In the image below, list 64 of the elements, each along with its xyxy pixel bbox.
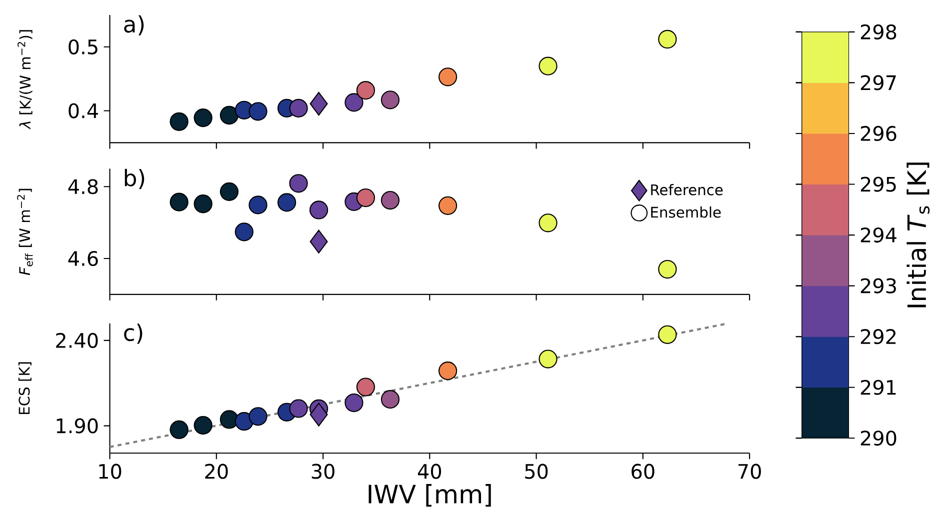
point [380, 390, 400, 409]
point [170, 192, 188, 212]
y-tick-label: 2.40 [56, 332, 98, 348]
x-tick-label: 10 [99, 464, 122, 479]
point [356, 81, 376, 100]
point [220, 182, 239, 201]
point [234, 222, 254, 242]
legend-label: Ensemble [651, 206, 721, 218]
point [658, 325, 677, 344]
point [170, 420, 188, 440]
x-tick-label: 70 [738, 464, 761, 479]
x-tick-label: 30 [312, 464, 334, 479]
point [310, 92, 328, 116]
legend-label: Reference [651, 184, 723, 196]
annotation: b) [124, 168, 144, 190]
point [438, 196, 458, 215]
y-tick-label: 4.6 [68, 250, 98, 266]
x-tick-label: 20 [205, 464, 228, 479]
point [248, 102, 268, 121]
y-axis-title: F$_{eff}$ [W m$^{−2}$] [17, 188, 33, 276]
point [538, 350, 558, 368]
point [310, 230, 328, 254]
point [380, 90, 400, 110]
point [220, 410, 239, 429]
x-axis-title: IWV [mm] [368, 484, 491, 507]
y-tick-label: 0.5 [68, 39, 98, 54]
color-bar-label: 291 [860, 380, 896, 395]
point [310, 402, 328, 426]
y-tick-label: 4.8 [68, 179, 98, 194]
annotation: a) [124, 15, 144, 36]
point [220, 106, 239, 125]
color-bar-label: 296 [860, 126, 896, 142]
color-bar-label: 293 [860, 278, 896, 294]
color-bar-label: 292 [860, 329, 896, 344]
point [194, 108, 212, 128]
point [277, 193, 296, 212]
point [658, 30, 677, 49]
y-tick-label: 1.90 [56, 418, 98, 434]
color-bar-label: 297 [860, 75, 896, 90]
point [538, 214, 558, 232]
point [194, 194, 212, 214]
color-bar-label: 295 [860, 176, 896, 192]
point [438, 68, 458, 86]
point [248, 407, 268, 426]
y-tick-label: 0.4 [68, 103, 98, 118]
x-tick-label: 60 [632, 464, 654, 479]
x-tick-label: 40 [418, 464, 442, 479]
color-bar-label: 298 [860, 24, 896, 40]
point [380, 190, 400, 210]
point [248, 196, 268, 214]
point [356, 378, 376, 396]
annotation: c) [124, 324, 142, 344]
point [538, 56, 558, 76]
point [170, 112, 188, 131]
point [356, 188, 376, 208]
y-axis-title: ECS [K] [18, 362, 32, 414]
point [438, 362, 458, 380]
y-axis-title: λ [K/(W m$^{−2}$)] [18, 30, 32, 130]
point [658, 260, 677, 279]
color-bar-label: 290 [860, 430, 896, 446]
point [194, 416, 212, 435]
x-tick-label: 50 [525, 464, 548, 479]
color-bar-label: 294 [860, 227, 896, 243]
color-bar-title: Initial T$_{s}$ [K] [906, 162, 930, 308]
